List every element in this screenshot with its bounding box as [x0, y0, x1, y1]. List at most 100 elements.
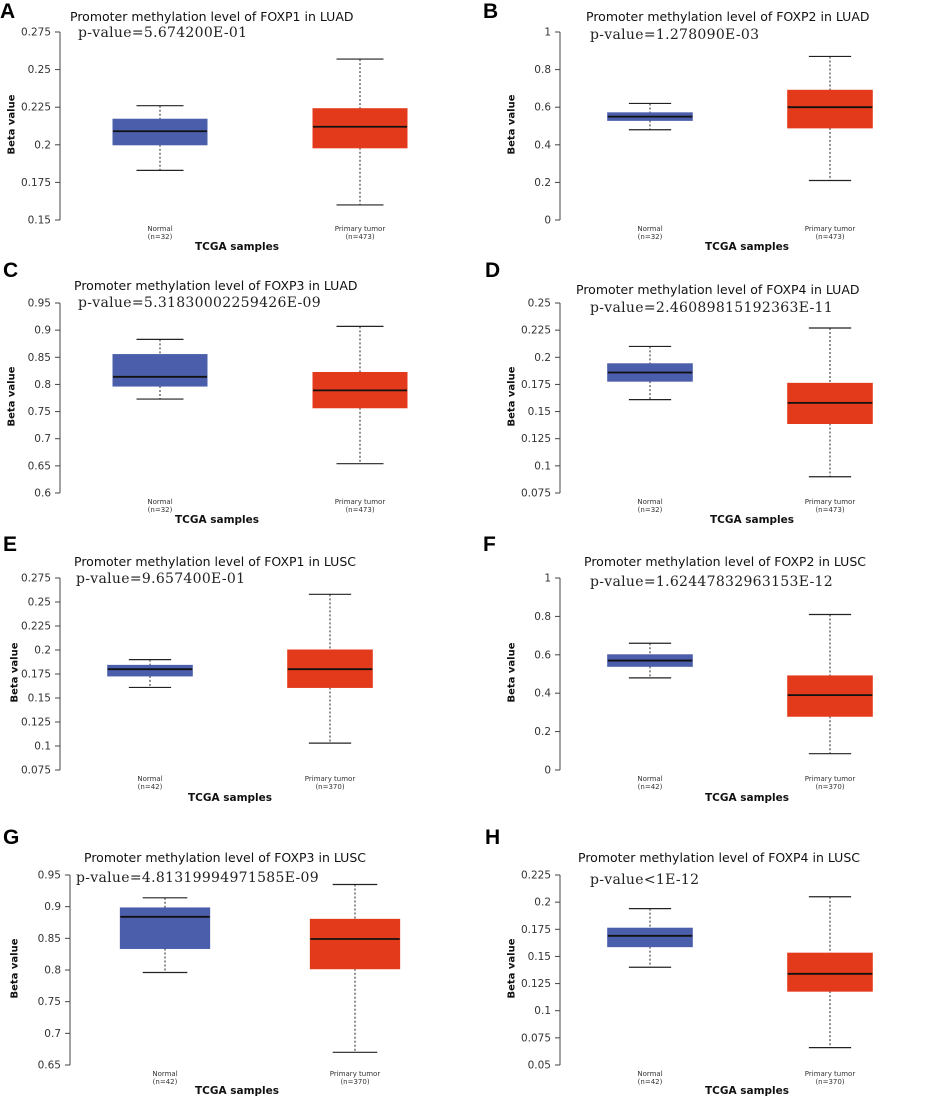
box-normal	[607, 345, 693, 401]
x-category-label: Primary tumor (n=473)	[790, 498, 870, 514]
x-axis-label: TCGA samples	[195, 241, 280, 253]
p-value-text: p-value=9.657400E-01	[76, 571, 246, 587]
y-tick-label: 0.175	[521, 924, 551, 936]
y-tick-label: 0.225	[21, 102, 51, 114]
y-tick-label: 0.8	[534, 611, 551, 623]
box-iqr	[787, 952, 873, 992]
x-category-label: Normal (n=42)	[125, 1070, 205, 1086]
y-tick-label: 0.225	[21, 621, 51, 633]
y-tick-label: 0	[544, 215, 551, 227]
box-iqr	[112, 354, 208, 387]
y-tick-label: 0.9	[44, 901, 61, 913]
panel-label: D	[485, 259, 501, 282]
box-normal	[607, 908, 693, 968]
p-value-text: p-value<1E-12	[590, 872, 700, 888]
category-count: (n=32)	[637, 506, 663, 514]
y-tick-label: 0.2	[534, 726, 551, 738]
category-name: Primary tumor	[804, 775, 856, 783]
y-tick-label: 0.2	[534, 352, 551, 364]
chart-title: Promoter methylation level of FOXP4 in L…	[576, 282, 860, 297]
y-tick-label: 0.95	[38, 870, 61, 882]
y-tick-label: 0.225	[521, 325, 551, 337]
category-count: (n=32)	[637, 233, 663, 241]
p-value-text: p-value=5.674200E-01	[78, 25, 248, 41]
category-name: Primary tumor	[334, 225, 386, 233]
panel-label: C	[3, 259, 19, 282]
box-normal	[607, 102, 693, 131]
y-axis-label: Beta value	[506, 938, 518, 999]
y-tick-label: 0.225	[521, 870, 551, 882]
p-value-text: p-value=4.81319994971585E-09	[76, 870, 319, 886]
category-count: (n=473)	[815, 233, 845, 241]
category-name: Primary tumor	[304, 775, 356, 783]
x-category-label: Primary tumor (n=370)	[290, 775, 370, 791]
box-primary-tumor	[787, 55, 873, 182]
y-tick-label: 0.075	[521, 488, 551, 500]
category-name: Normal	[152, 1070, 178, 1078]
y-tick-label: 0.6	[534, 102, 551, 114]
y-tick-label: 0.175	[521, 379, 551, 391]
category-name: Normal	[147, 225, 173, 233]
box-iqr	[287, 649, 373, 688]
category-name: Primary tumor	[329, 1070, 381, 1078]
y-tick-label: 0.75	[38, 996, 61, 1008]
panel-label: G	[3, 826, 20, 849]
box-iqr	[787, 382, 873, 425]
x-category-label: Normal (n=32)	[610, 225, 690, 241]
panel-label: A	[0, 0, 16, 23]
y-tick-label: 0.95	[28, 298, 51, 310]
y-tick-label: 0.4	[534, 139, 551, 151]
y-tick-label: 0.7	[34, 433, 51, 445]
x-axis-label: TCGA samples	[195, 1085, 280, 1097]
category-name: Normal	[637, 775, 663, 783]
box-iqr	[312, 371, 408, 409]
category-name: Normal	[147, 498, 173, 506]
x-axis-label: TCGA samples	[705, 792, 790, 804]
y-tick-label: 0.75	[28, 406, 51, 418]
y-tick-label: 0.15	[28, 215, 51, 227]
y-tick-label: 0.125	[521, 978, 551, 990]
category-count: (n=370)	[315, 783, 345, 791]
category-name: Primary tumor	[804, 225, 856, 233]
y-tick-label: 0.6	[534, 649, 551, 661]
y-tick-label: 0.7	[44, 1028, 61, 1040]
box-iqr	[107, 664, 193, 677]
y-tick-label: 1	[544, 27, 551, 39]
y-tick-label: 0.1	[534, 460, 551, 472]
category-count: (n=370)	[815, 1078, 845, 1086]
y-tick-label: 0.275	[21, 573, 51, 585]
y-tick-label: 0.6	[34, 488, 51, 500]
category-count: (n=473)	[815, 506, 845, 514]
category-name: Normal	[637, 498, 663, 506]
chart-title: Promoter methylation level of FOXP4 in L…	[578, 850, 860, 865]
box-iqr	[607, 112, 693, 121]
x-category-label: Primary tumor (n=370)	[315, 1070, 395, 1086]
y-tick-label: 0.8	[34, 379, 51, 391]
box-iqr	[112, 118, 208, 146]
y-tick-label: 0.65	[38, 1060, 61, 1072]
x-axis-label: TCGA samples	[705, 1085, 790, 1097]
p-value-text: p-value=1.62447832963153E-12	[590, 574, 833, 590]
y-tick-label: 0.25	[528, 298, 551, 310]
x-axis-label: TCGA samples	[188, 792, 273, 804]
box-iqr	[119, 907, 211, 949]
y-axis-label: Beta value	[506, 94, 518, 155]
box-primary-tumor	[312, 325, 408, 465]
x-axis-label: TCGA samples	[175, 514, 260, 526]
p-value-text: p-value=2.46089815192363E-11	[590, 300, 833, 316]
x-category-label: Primary tumor (n=473)	[320, 225, 400, 241]
category-count: (n=42)	[137, 783, 163, 791]
x-category-label: Normal (n=42)	[110, 775, 190, 791]
y-tick-label: 0.15	[528, 406, 551, 418]
y-tick-label: 0.125	[521, 433, 551, 445]
box-normal	[112, 338, 208, 400]
y-tick-label: 0.85	[38, 933, 61, 945]
y-tick-label: 0.2	[534, 897, 551, 909]
x-category-label: Normal (n=32)	[120, 225, 200, 241]
y-tick-label: 0.05	[528, 1060, 551, 1072]
y-tick-label: 0.8	[534, 64, 551, 76]
box-iqr	[309, 918, 401, 970]
